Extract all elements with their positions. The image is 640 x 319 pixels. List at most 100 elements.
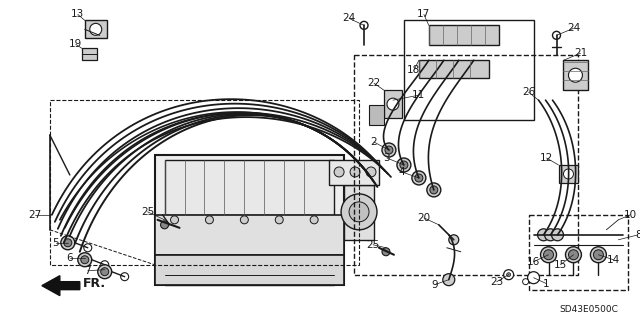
Circle shape: [385, 146, 393, 154]
Circle shape: [90, 23, 102, 35]
Text: 9: 9: [431, 280, 438, 290]
Text: 22: 22: [367, 78, 381, 88]
Bar: [563, 60, 588, 90]
Text: 19: 19: [69, 39, 83, 49]
Text: 10: 10: [624, 210, 637, 220]
Bar: [369, 105, 384, 125]
Text: 18: 18: [407, 65, 420, 75]
Text: 3: 3: [383, 153, 390, 163]
Circle shape: [349, 202, 369, 222]
Circle shape: [161, 221, 168, 229]
Circle shape: [334, 167, 344, 177]
Circle shape: [523, 279, 529, 285]
Circle shape: [430, 186, 438, 194]
Circle shape: [98, 265, 112, 279]
Circle shape: [552, 31, 561, 39]
Bar: [50, 100, 359, 265]
Circle shape: [341, 194, 377, 230]
Bar: [529, 215, 628, 290]
Circle shape: [350, 167, 360, 177]
Text: 25: 25: [141, 207, 154, 217]
Circle shape: [170, 216, 179, 224]
Circle shape: [78, 253, 92, 267]
Text: 16: 16: [527, 257, 540, 267]
Circle shape: [366, 167, 376, 177]
Circle shape: [100, 268, 109, 276]
Circle shape: [527, 272, 540, 284]
Text: 26: 26: [522, 87, 535, 97]
Circle shape: [360, 21, 368, 29]
Text: 20: 20: [417, 213, 431, 223]
Circle shape: [552, 229, 563, 241]
Text: 17: 17: [417, 9, 431, 19]
Text: 24: 24: [567, 23, 580, 33]
Text: FR.: FR.: [83, 277, 106, 290]
Bar: [84, 20, 107, 38]
Bar: [155, 215, 344, 255]
Circle shape: [415, 174, 423, 182]
Polygon shape: [42, 276, 80, 296]
Circle shape: [507, 273, 511, 277]
Text: 21: 21: [574, 48, 587, 58]
Circle shape: [541, 247, 557, 263]
Text: SD43E0500C: SD43E0500C: [559, 305, 618, 314]
Circle shape: [543, 250, 554, 260]
Circle shape: [121, 273, 129, 281]
Circle shape: [205, 216, 213, 224]
Circle shape: [397, 158, 411, 172]
Circle shape: [566, 247, 582, 263]
Text: 11: 11: [412, 90, 426, 100]
Circle shape: [443, 274, 455, 286]
Circle shape: [538, 229, 550, 241]
Text: 27: 27: [28, 210, 42, 220]
Circle shape: [275, 216, 284, 224]
Bar: [354, 55, 579, 275]
Text: 8: 8: [635, 230, 640, 240]
Circle shape: [412, 171, 426, 185]
Text: 2: 2: [371, 137, 378, 147]
Bar: [344, 185, 374, 240]
Bar: [559, 165, 579, 183]
Circle shape: [81, 256, 89, 264]
Circle shape: [504, 270, 514, 280]
Circle shape: [382, 248, 390, 256]
Bar: [82, 48, 97, 60]
Text: 5: 5: [52, 238, 59, 248]
Text: 13: 13: [71, 9, 84, 19]
Text: 15: 15: [554, 260, 567, 270]
Circle shape: [400, 161, 408, 169]
Text: 25: 25: [366, 240, 380, 250]
Circle shape: [84, 244, 92, 252]
Text: 4: 4: [399, 167, 405, 177]
Circle shape: [100, 261, 109, 269]
Circle shape: [382, 143, 396, 157]
Circle shape: [241, 216, 248, 224]
Circle shape: [591, 247, 606, 263]
Bar: [164, 160, 334, 215]
Circle shape: [61, 236, 75, 250]
Circle shape: [387, 98, 399, 110]
Bar: [155, 255, 344, 285]
Bar: [155, 155, 344, 285]
Circle shape: [449, 235, 459, 245]
Circle shape: [310, 216, 318, 224]
Text: 1: 1: [543, 279, 550, 289]
Text: 23: 23: [490, 277, 503, 287]
Text: 6: 6: [67, 253, 73, 263]
Circle shape: [545, 229, 557, 241]
Bar: [384, 90, 402, 118]
Text: 7: 7: [84, 266, 91, 276]
Bar: [429, 25, 499, 45]
Bar: [419, 60, 489, 78]
Circle shape: [568, 68, 582, 82]
Bar: [329, 160, 379, 185]
Text: 12: 12: [540, 153, 553, 163]
Text: 14: 14: [607, 255, 620, 265]
Circle shape: [64, 239, 72, 247]
Circle shape: [427, 183, 441, 197]
Text: 24: 24: [342, 13, 356, 23]
Circle shape: [593, 250, 604, 260]
Bar: [404, 20, 534, 120]
Circle shape: [563, 169, 573, 179]
Circle shape: [568, 250, 579, 260]
